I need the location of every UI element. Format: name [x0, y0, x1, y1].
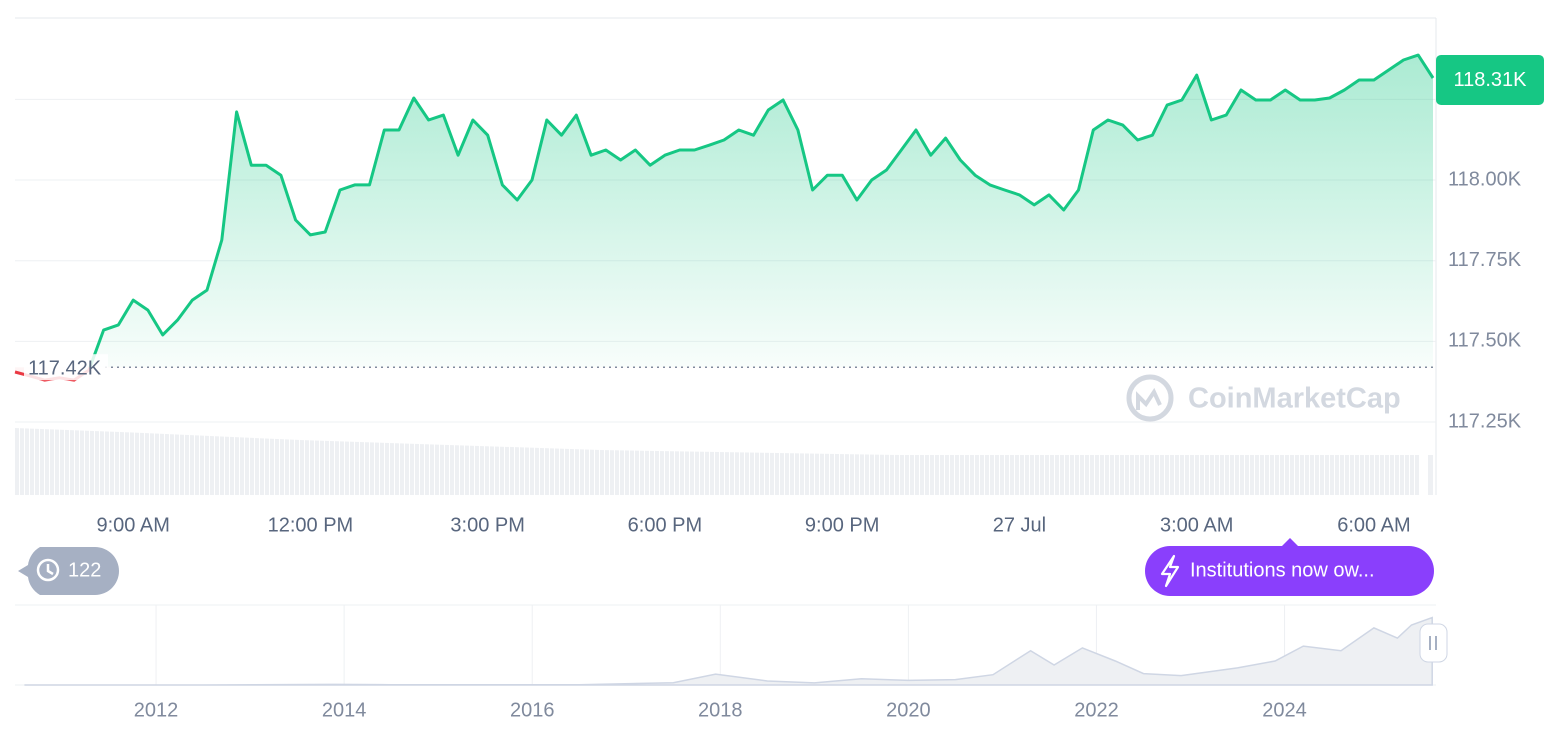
- y-tick-label: 117.50K: [1448, 330, 1522, 352]
- navigator-layer: 2012 2014 2016 2018 2020 2022 2024: [24, 605, 1433, 721]
- plot-layer: 117.25K117.50K117.75K118.00K118.25K9:00 …: [14, 53, 1544, 536]
- x-tick-label: 2012: [134, 699, 179, 721]
- y-tick-label: 118.00K: [1448, 168, 1522, 190]
- x-tick-label: 2020: [886, 699, 931, 721]
- x-tick-label: 6:00 PM: [628, 514, 702, 536]
- x-tick-label: 9:00 AM: [96, 514, 169, 536]
- x-tick-label: 2014: [322, 699, 367, 721]
- x-tick-label: 2018: [698, 699, 743, 721]
- reference-label: 117.42K: [28, 357, 102, 379]
- price-line: [14, 53, 1435, 382]
- y-tick-label: 117.25K: [1448, 410, 1522, 432]
- watermark: CoinMarketCap: [1126, 374, 1401, 422]
- price-tag-label: 118.31K: [1453, 69, 1527, 91]
- x-tick-label: 12:00 PM: [268, 514, 354, 536]
- x-tick-label: 2022: [1074, 699, 1119, 721]
- x-tick-label: 9:00 PM: [805, 514, 879, 536]
- y-tick-label: 117.75K: [1448, 249, 1522, 271]
- volume-bars: [15, 428, 1420, 495]
- watermark-text: CoinMarketCap: [1188, 383, 1401, 415]
- x-tick-label: 2024: [1262, 699, 1307, 721]
- history-count: 122: [68, 559, 101, 581]
- history-badge[interactable]: 122: [18, 547, 119, 595]
- news-text: Institutions now ow...: [1190, 559, 1375, 581]
- x-tick-label: 3:00 PM: [450, 514, 524, 536]
- reference-label-bg: [24, 354, 108, 381]
- history-area: [24, 616, 1433, 686]
- x-tick-label: 6:00 AM: [1337, 514, 1410, 536]
- price-area: [15, 55, 1433, 381]
- price-tag: [1436, 54, 1544, 105]
- navigator-handle[interactable]: [1419, 623, 1448, 663]
- news-button[interactable]: Institutions now ow...: [1145, 538, 1434, 596]
- volume-bar: [1428, 455, 1433, 495]
- x-tick-label: 2016: [510, 699, 555, 721]
- x-tick-label: 3:00 AM: [1160, 514, 1233, 536]
- x-tick-label: 27 Jul: [993, 514, 1046, 536]
